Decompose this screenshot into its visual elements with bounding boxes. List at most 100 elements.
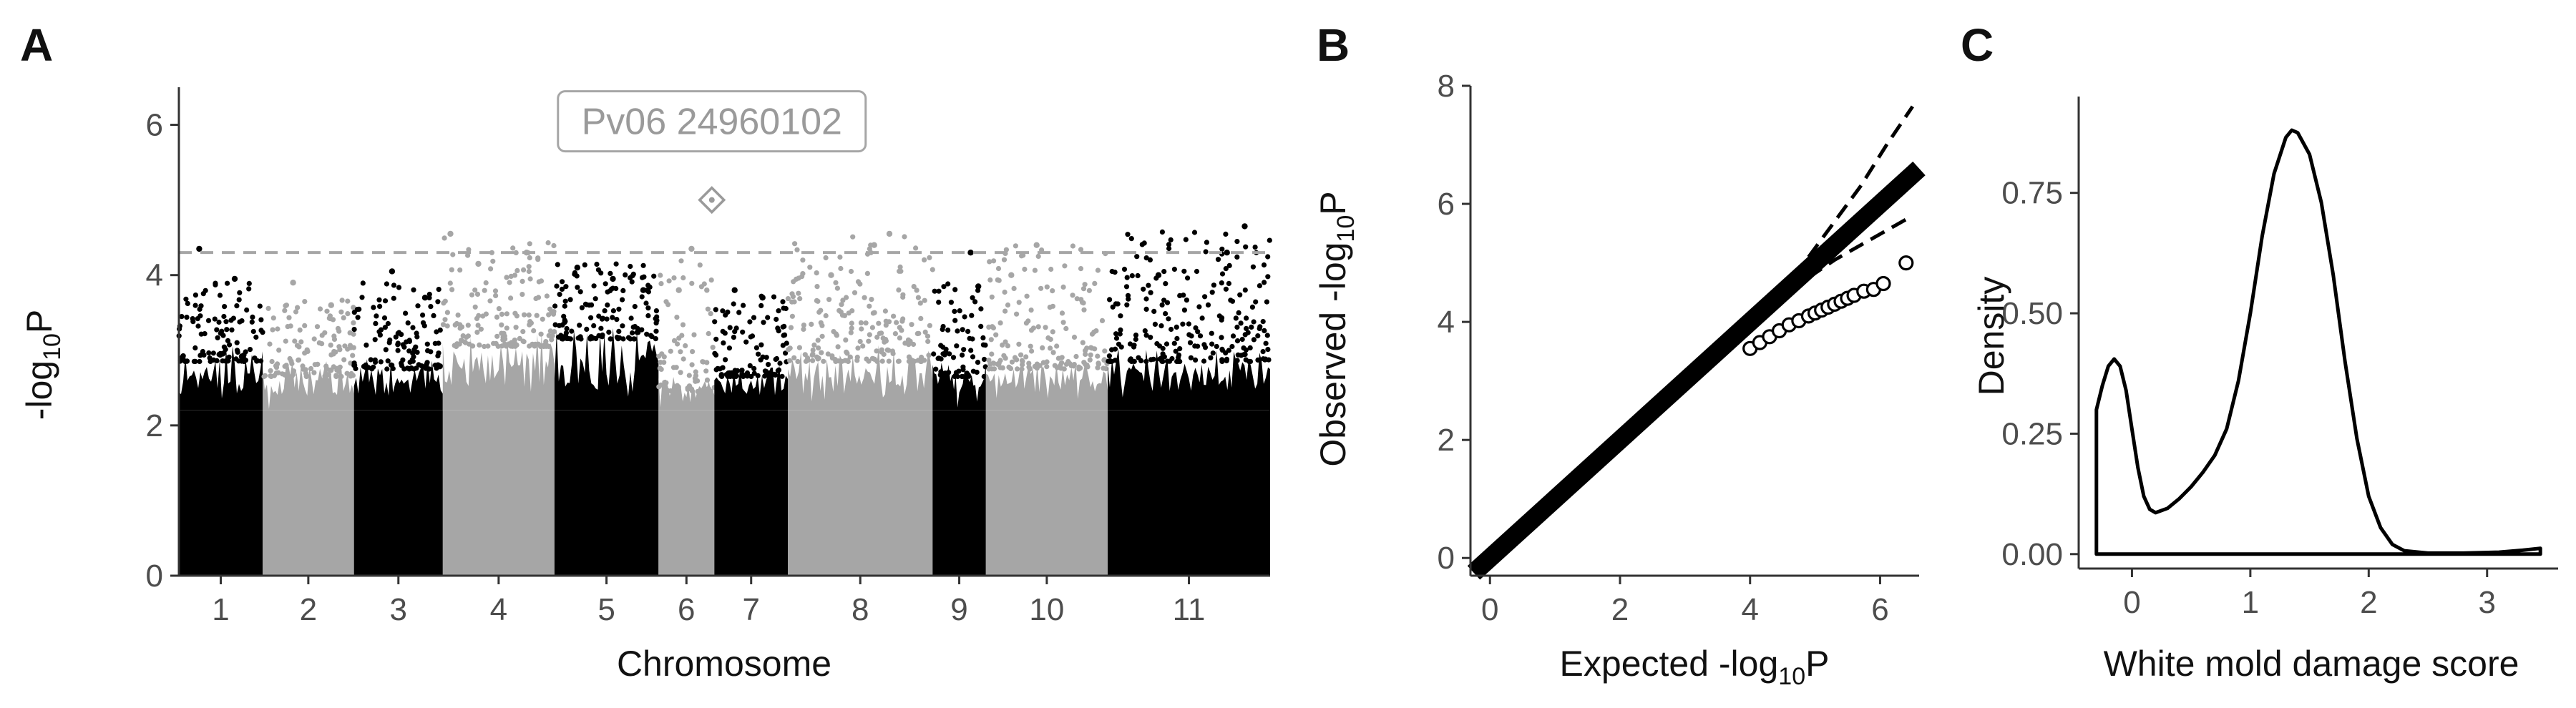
manhattan-chromosome-10 — [985, 242, 1110, 576]
manhattan-point — [282, 363, 288, 369]
manhattan-dense-band — [179, 410, 263, 576]
manhattan-point — [632, 304, 638, 310]
density-x-tick-label: 0 — [2123, 585, 2140, 620]
density-x-ticks: 0 1 2 3 — [2123, 569, 2496, 620]
manhattan-point — [378, 359, 384, 365]
manhattan-point — [441, 300, 447, 306]
manhattan-point — [739, 368, 745, 373]
qq-point — [1898, 255, 1914, 271]
manhattan-point — [1032, 363, 1038, 369]
manhattan-point — [382, 298, 389, 304]
manhattan-point — [265, 305, 271, 311]
manhattan-point — [847, 354, 853, 360]
manhattan-point — [653, 308, 660, 314]
manhattan-point — [1062, 263, 1068, 269]
manhattan-point — [534, 313, 540, 318]
manhattan-point — [1044, 359, 1050, 365]
manhattan-dense-band — [714, 410, 789, 576]
manhattan-point — [1037, 363, 1043, 368]
manhattan-point — [253, 334, 259, 340]
manhattan-point — [269, 358, 275, 365]
manhattan-point — [549, 337, 555, 343]
manhattan-point — [866, 338, 872, 344]
manhattan-point — [839, 313, 846, 318]
manhattan-point — [1264, 299, 1269, 305]
manhattan-point — [591, 323, 597, 329]
manhattan-point — [647, 284, 653, 290]
manhattan-point — [848, 330, 854, 335]
manhattan-point — [978, 323, 984, 329]
manhattan-point — [508, 295, 514, 301]
manhattan-point — [183, 296, 189, 302]
manhattan-point — [1187, 340, 1194, 345]
manhattan-point — [1219, 280, 1224, 286]
manhattan-point — [563, 284, 569, 290]
manhattan-point — [535, 295, 542, 300]
manhattan-point — [442, 317, 448, 323]
manhattan-point — [485, 343, 491, 349]
manhattan-point — [990, 324, 995, 330]
manhattan-point — [1166, 316, 1171, 322]
manhattan-point — [1128, 236, 1134, 242]
manhattan-point — [1124, 275, 1130, 280]
manhattan-point — [1193, 325, 1199, 331]
manhattan-point — [630, 330, 635, 336]
manhattan-point — [911, 284, 917, 290]
manhattan-point — [466, 247, 472, 252]
manhattan-point — [1143, 306, 1149, 312]
manhattan-point — [614, 317, 620, 323]
manhattan-point — [577, 334, 583, 340]
manhattan-point — [493, 292, 499, 298]
manhattan-point — [257, 303, 263, 309]
manhattan-point — [857, 338, 863, 345]
manhattan-point — [609, 286, 615, 292]
manhattan-point — [693, 373, 699, 378]
manhattan-point — [1000, 342, 1005, 348]
manhattan-point — [640, 262, 646, 268]
manhattan-point — [1079, 300, 1085, 305]
manhattan-point — [922, 329, 928, 335]
manhattan-point — [552, 303, 558, 309]
manhattan-point — [494, 314, 500, 320]
manhattan-point — [1143, 296, 1149, 302]
manhattan-point — [914, 287, 919, 293]
manhattan-point — [816, 345, 821, 351]
manhattan-point — [791, 299, 797, 305]
manhattan-point — [844, 358, 851, 363]
manhattan-point — [1063, 361, 1069, 367]
manhattan-point — [391, 282, 397, 288]
manhattan-point — [1174, 335, 1180, 341]
manhattan-chromosome-3 — [351, 268, 444, 576]
manhattan-point — [794, 247, 800, 252]
manhattan-point — [574, 273, 580, 279]
manhattan-point — [236, 297, 242, 303]
manhattan-point — [1073, 353, 1079, 360]
manhattan-point — [360, 280, 366, 286]
manhattan-point — [450, 252, 456, 257]
manhattan-point — [1249, 304, 1255, 310]
manhattan-point — [415, 303, 421, 309]
manhattan-point — [1166, 245, 1172, 252]
manhattan-point — [562, 318, 567, 323]
manhattan-point — [1083, 351, 1088, 357]
manhattan-point — [328, 368, 334, 373]
manhattan-point — [296, 357, 302, 363]
manhattan-point — [557, 292, 562, 298]
manhattan-point — [499, 322, 504, 328]
manhattan-point — [948, 300, 954, 305]
manhattan-point — [1262, 357, 1268, 363]
manhattan-point — [863, 320, 869, 326]
manhattan-point — [239, 318, 245, 324]
manhattan-point — [978, 306, 984, 312]
manhattan-point — [959, 373, 965, 380]
manhattan-point — [243, 358, 248, 363]
manhattan-point — [205, 318, 212, 323]
manhattan-point — [747, 319, 753, 325]
manhattan-point — [504, 311, 510, 317]
manhattan-point — [267, 341, 273, 347]
manhattan-point — [449, 267, 454, 272]
manhattan-point — [1059, 310, 1065, 316]
manhattan-point — [455, 313, 461, 318]
manhattan-point — [328, 343, 333, 348]
